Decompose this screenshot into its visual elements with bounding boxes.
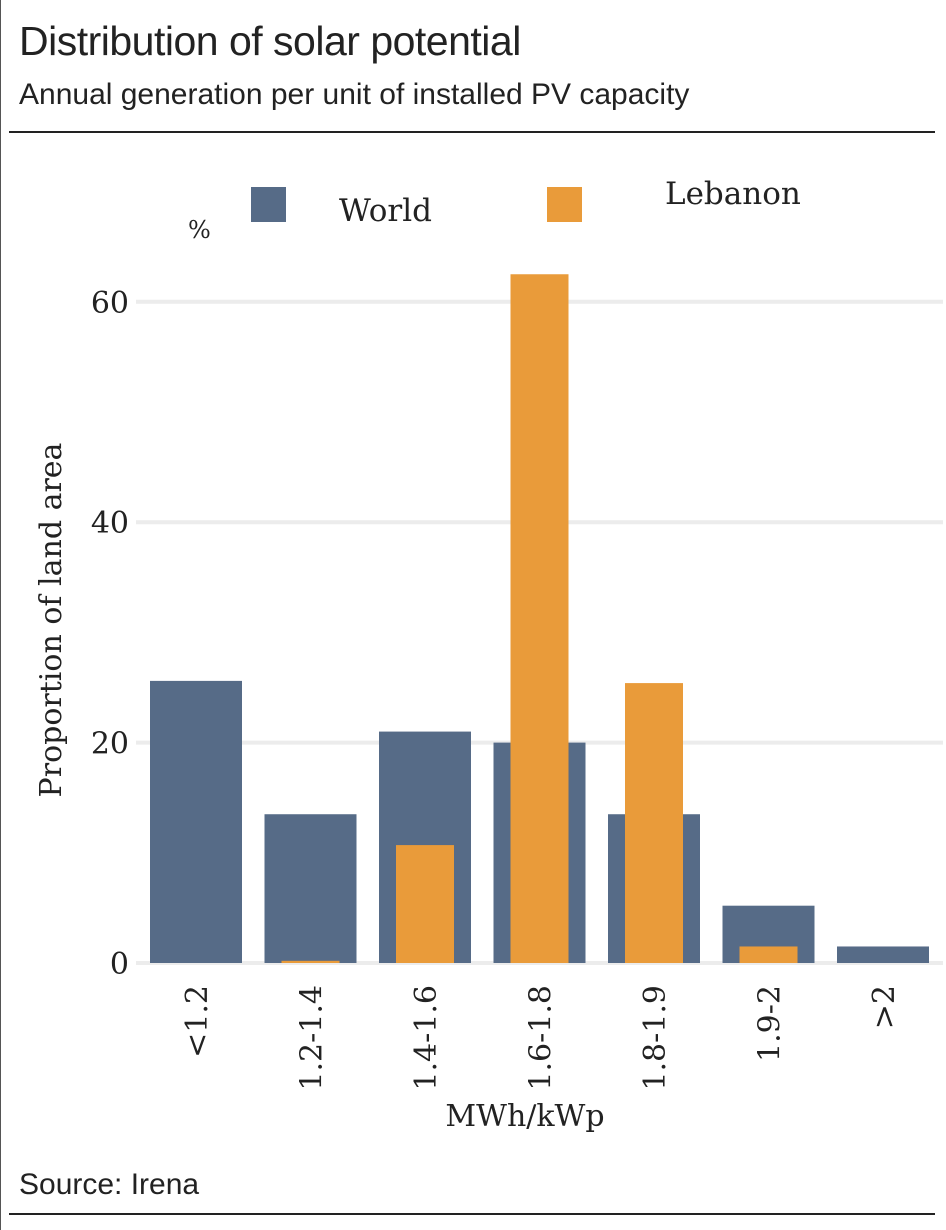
- bar-lebanon-1: [281, 960, 340, 963]
- legend-label-lebanon: Lebanon: [665, 176, 801, 212]
- legend-swatch-lebanon: [547, 187, 582, 222]
- bar-lebanon-2: [396, 845, 454, 963]
- bar-world-1: [264, 814, 357, 963]
- y-tick-label: 60: [91, 286, 129, 321]
- y-tick-label: 40: [91, 506, 129, 541]
- bar-world-0: [150, 680, 242, 963]
- x-tick-label: <1.2: [180, 985, 215, 1058]
- bar-lebanon-4: [625, 683, 683, 963]
- y-unit: %: [188, 216, 211, 244]
- y-tick-label: 0: [110, 947, 129, 982]
- x-tick-label: >2: [867, 985, 902, 1029]
- x-tick-label: 1.4-1.6: [409, 985, 444, 1091]
- y-axis-label: Proportion of land area: [34, 442, 69, 797]
- legend-label-world: World: [339, 193, 432, 229]
- legend: World Lebanon: [251, 176, 801, 229]
- chart-subtitle: Annual generation per unit of installed …: [19, 78, 690, 111]
- x-tick-label: 1.8-1.9: [638, 985, 673, 1091]
- y-tick-label: 20: [91, 727, 129, 762]
- x-tick-label: 1.2-1.4: [295, 985, 330, 1091]
- top-rule: [9, 131, 935, 133]
- chart-title: Distribution of solar potential: [19, 18, 521, 64]
- x-axis-label: MWh/kWp: [445, 1099, 604, 1134]
- bottom-rule: [9, 1213, 935, 1215]
- legend-swatch-world: [251, 187, 286, 222]
- bar-lebanon-3: [510, 274, 569, 963]
- x-tick-label: 1.9-2: [753, 985, 788, 1062]
- source-note: Source: Irena: [19, 1168, 200, 1201]
- bar-world-6: [837, 946, 929, 963]
- x-tick-label: 1.6-1.8: [524, 985, 559, 1091]
- bar-lebanon-5: [739, 946, 798, 963]
